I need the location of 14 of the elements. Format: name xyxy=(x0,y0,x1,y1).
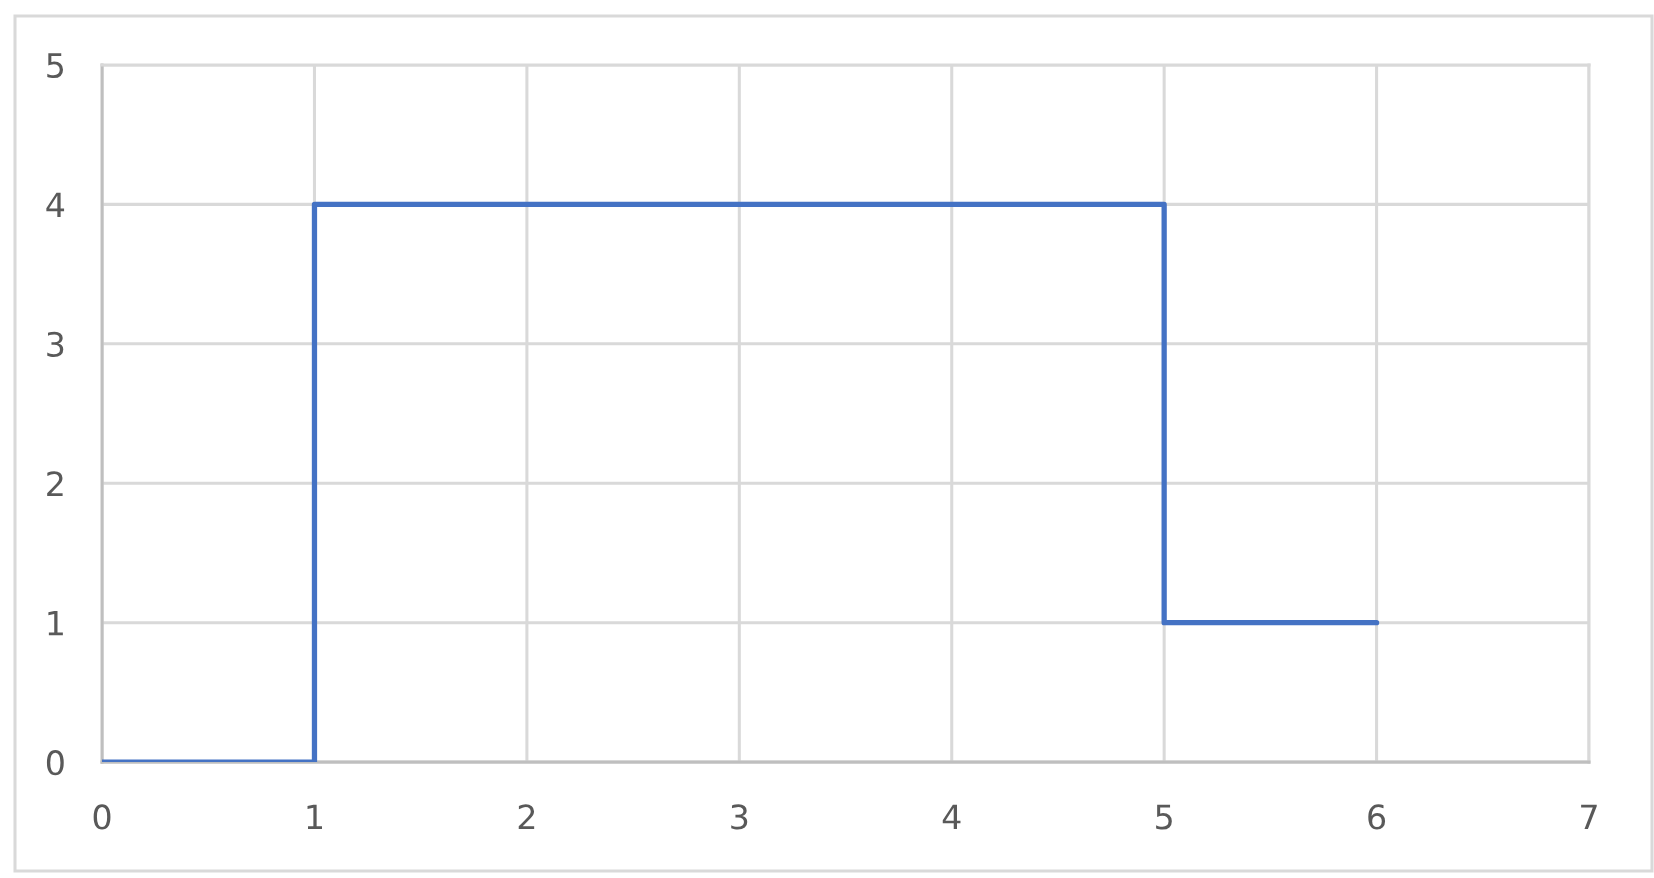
y-tick-label: 3 xyxy=(47,331,64,357)
x-tick-label: 7 xyxy=(1581,804,1597,830)
x-tick-label: 0 xyxy=(93,804,111,830)
x-tick-label: 4 xyxy=(942,804,961,830)
y-tick-label: 5 xyxy=(47,53,64,79)
x-tick-label: 3 xyxy=(731,804,748,830)
y-tick-label: 4 xyxy=(46,192,65,218)
y-tick-label: 2 xyxy=(47,471,63,496)
x-tick-label: 6 xyxy=(1368,804,1386,830)
x-tick-label: 5 xyxy=(1156,804,1172,830)
y-tick-label: 1 xyxy=(48,611,63,636)
y-tick-label: 0 xyxy=(46,750,64,776)
x-tick-label: 2 xyxy=(518,804,535,830)
x-tick-label: 1 xyxy=(307,804,322,830)
